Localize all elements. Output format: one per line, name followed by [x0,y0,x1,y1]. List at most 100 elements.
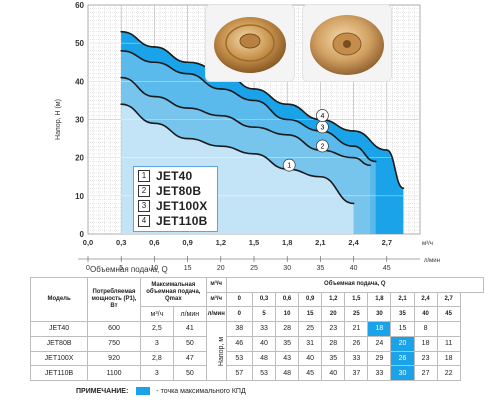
note-text: - точка максимального КПД [156,387,246,395]
legend-label: JET40 [156,168,193,183]
header-unit-m3: м³/ч [205,277,227,293]
y-tick-label: 50 [75,39,84,48]
head-value: 18 [413,335,438,352]
x-tick-label-lmin: 45 [383,265,391,272]
header-flow: Объемная подача, Q [225,277,485,293]
head-value: 43 [275,350,300,367]
head-value: 33 [251,321,277,337]
header-model: Модель [29,276,89,323]
legend-item: 3 JET100X [138,198,207,213]
x-tick-label-m3: 2,1 [315,238,325,247]
flow-m3-value: 2,4 [413,291,438,308]
row-qmax-m3: 2,5 [139,321,174,337]
chart-legend: 1 JET40 2 JET80B 3 JET100X 4 JET110B [133,166,218,232]
data-point [286,118,289,121]
x-tick-label-lmin: 15 [184,265,192,272]
data-point [153,46,156,48]
legend-item: 2 JET80B [138,183,201,198]
table-row: JET80B 750 3 50 46 40 35 31 28 26 24 20 18 11 [29,335,484,352]
row-qmax-m3: 3 [139,365,174,381]
head-value: 53 [225,350,253,367]
data-point [120,30,122,33]
impeller-back-photo [302,4,392,82]
legend-label: JET80B [156,183,202,198]
data-point [374,160,377,163]
data-point [352,145,355,148]
head-value: 37 [344,365,369,381]
max-efficiency-cell: 26 [390,350,415,367]
x-tick-label-m3: 2,7 [382,238,392,247]
head-value: 24 [367,335,392,352]
x-tick-label-m3: 1,8 [282,238,292,247]
x-unit-lmin: л/мин [424,258,440,264]
data-point [386,149,388,151]
flow-m3-value: 0 [225,291,253,308]
y-tick-label: 60 [75,1,84,10]
row-qmax-lmin: 50 [172,365,207,381]
impeller-back-icon [310,15,384,75]
x-tick-label-lmin: 10 [151,265,159,272]
row-model: JET80B [29,335,89,352]
curve-marker [316,139,329,153]
curve-marker-label: 4 [320,113,324,120]
header-unit-m3: м³/ч [139,306,174,323]
head-value: 38 [225,321,253,337]
header-head: Напор, м [205,321,227,381]
row-qmax-lmin: 47 [172,350,207,367]
data-point [220,88,222,90]
flow-lmin-value: 30 [367,306,392,323]
data-point [286,133,289,136]
data-point [186,137,189,140]
flow-lmin-value: 5 [251,306,277,323]
x-axis-label: Объемная подача, Q [90,265,168,274]
x-unit-m3: м³/ч [422,241,433,247]
x-tick-label-m3: 0,3 [116,238,126,247]
head-value: 57 [225,365,253,381]
legend-label: JET110B [156,213,208,228]
head-value: 26 [344,335,369,352]
flow-lmin-value: 25 [344,306,369,323]
flow-m3-value: 0,3 [251,291,277,308]
data-point [286,103,289,106]
head-value: 8 [413,321,438,337]
flow-lmin-value: 45 [436,306,461,323]
max-efficiency-cell: 18 [367,321,392,337]
table-row: м³/ч 0 0,3 0,6 0,9 1,2 1,5 1,8 2,1 2,4 2,7 [31,291,484,308]
table-row: JET100X 920 2,8 47 53 48 43 40 35 33 29 26 23 18 [29,350,484,367]
data-point [253,99,255,102]
series-line-jet110b [121,30,404,189]
data-point [319,175,322,178]
x-tick-label-m3: 0,9 [182,238,192,247]
row-qmax-m3: 2,8 [139,350,174,367]
table-row: м³/ч л/мин л/мин 0 5 10 15 20 25 30 35 40 45 [31,306,484,323]
head-value: 53 [251,365,277,381]
legend-marker: 1 [138,169,150,182]
row-power: 1100 [87,365,141,381]
table-row: JET110B 1100 3 50 57 53 48 45 40 37 33 30 27 22 [29,365,484,381]
head-value: 33 [344,350,369,367]
y-tick-label: 0 [80,230,85,239]
curve-marker-label: 2 [320,144,324,151]
head-value: 28 [321,335,346,352]
head-value: 29 [367,350,392,367]
legend-marker: 4 [138,214,150,227]
x-tick-label-lmin: 25 [250,265,258,272]
head-value: 25 [298,321,323,337]
x-tick-label-lmin: 5 [119,265,123,272]
performance-table: Модель Потребляемая мощность (P1), Вт Макс… [29,276,485,381]
data-point [120,76,122,79]
data-point [186,61,189,64]
header-max-flow: Максимальная объемная подача, Qmax [139,276,207,308]
data-point [352,202,355,205]
y-tick-label: 10 [75,192,84,201]
max-efficiency-cell: 20 [390,335,415,352]
max-efficiency-cell: 30 [390,365,415,381]
data-point [120,50,122,52]
head-value: 15 [390,321,415,337]
x-tick-label-m3: 0,0 [83,238,93,247]
flow-m3-value: 0,9 [298,291,323,308]
head-value: 35 [275,335,300,352]
table-row: Модель Потребляемая мощность (P1), Вт Макс… [29,276,485,323]
head-value: 11 [436,335,461,352]
curve-marker [316,109,329,122]
